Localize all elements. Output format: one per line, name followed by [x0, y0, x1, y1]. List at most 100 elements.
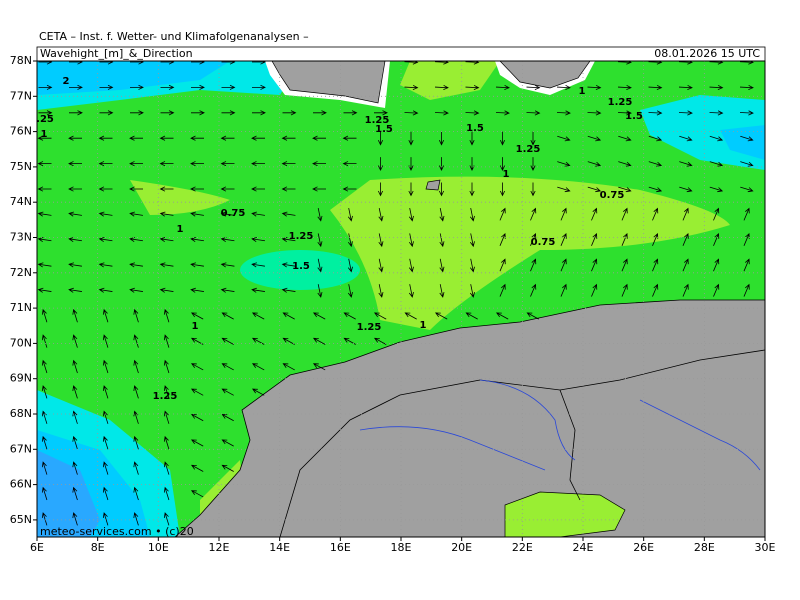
direction-arrow	[37, 161, 52, 167]
direction-arrow	[499, 283, 506, 297]
direction-arrow	[129, 211, 143, 217]
direction-arrow	[709, 161, 724, 167]
direction-arrow	[102, 486, 109, 501]
direction-arrow	[163, 334, 170, 348]
direction-arrows	[37, 61, 754, 526]
direction-arrow	[221, 363, 234, 371]
direction-arrow	[251, 211, 265, 217]
direction-arrow	[621, 258, 628, 272]
direction-arrow	[69, 61, 83, 65]
direction-arrow	[37, 186, 52, 192]
direction-arrow	[130, 110, 144, 116]
direction-arrow	[220, 211, 235, 217]
direction-arrow	[377, 182, 384, 197]
direction-arrow	[709, 61, 724, 65]
direction-arrow	[560, 232, 567, 246]
direction-arrow	[191, 61, 205, 65]
direction-arrow	[281, 161, 296, 167]
direction-arrow	[133, 334, 139, 348]
direction-arrow	[281, 135, 296, 141]
direction-arrow	[159, 236, 174, 242]
direction-arrow	[713, 207, 720, 221]
direction-arrow	[469, 207, 475, 222]
contour-label: 1	[177, 224, 184, 235]
direction-arrow	[591, 283, 598, 297]
direction-arrow	[499, 182, 506, 197]
direction-arrow	[617, 61, 632, 65]
direction-arrow	[102, 385, 109, 399]
direction-arrow	[129, 135, 143, 141]
direction-arrow	[617, 84, 632, 91]
direction-arrow	[556, 110, 571, 116]
direction-arrow	[133, 359, 139, 374]
direction-arrow	[682, 232, 689, 246]
contour-label: 1.25	[289, 231, 314, 242]
direction-arrow	[378, 233, 384, 248]
direction-arrow	[163, 486, 170, 501]
direction-arrow	[251, 161, 265, 167]
direction-arrow	[133, 512, 139, 526]
direction-arrow	[72, 486, 78, 501]
direction-arrow	[312, 363, 326, 371]
contour-label: 2	[63, 76, 70, 87]
direction-arrow	[38, 84, 53, 90]
lon-label: 28E	[694, 541, 715, 554]
direction-arrow	[130, 84, 144, 90]
direction-arrow	[530, 207, 537, 221]
direction-arrow	[220, 262, 235, 268]
direction-arrow	[526, 110, 541, 116]
direction-arrow	[709, 84, 724, 91]
direction-arrow	[557, 186, 571, 193]
contour-label: 1.25	[365, 115, 390, 126]
direction-arrow	[591, 258, 598, 272]
direction-arrow	[740, 135, 754, 142]
direction-arrow	[38, 110, 53, 116]
direction-arrow	[251, 287, 265, 293]
contour-label: 1	[503, 169, 510, 180]
contour-label: 1.5	[466, 123, 484, 134]
contour-label: 1	[192, 321, 199, 332]
direction-arrow	[41, 334, 48, 348]
direction-arrow	[587, 186, 602, 193]
direction-arrow	[282, 312, 295, 320]
direction-arrow	[220, 161, 235, 167]
direction-arrow	[499, 131, 506, 146]
lon-label: 26E	[633, 541, 654, 554]
direction-arrow	[465, 312, 478, 320]
contour-label: 1.25	[357, 322, 382, 333]
direction-arrow	[190, 135, 204, 141]
direction-arrow	[499, 207, 506, 221]
direction-arrow	[221, 439, 234, 447]
direction-arrow	[98, 236, 113, 242]
direction-arrow	[220, 186, 235, 192]
direction-arrow	[648, 135, 663, 142]
direction-arrow	[740, 161, 754, 167]
direction-arrow	[252, 84, 266, 90]
direction-arrow	[682, 283, 689, 297]
direction-arrow	[434, 312, 448, 320]
lon-label: 18E	[391, 541, 412, 554]
contour-label: 0.75	[221, 208, 246, 219]
direction-arrow	[159, 186, 174, 192]
direction-arrow	[342, 135, 357, 141]
direction-arrow	[221, 84, 236, 90]
direction-arrow	[404, 110, 419, 116]
direction-arrow	[190, 186, 204, 192]
direction-arrow	[190, 312, 204, 320]
direction-arrow	[469, 233, 475, 248]
direction-arrow	[530, 157, 536, 172]
direction-arrow	[343, 110, 358, 116]
direction-arrow	[347, 207, 353, 222]
direction-arrow	[408, 258, 414, 273]
direction-arrow	[72, 410, 78, 424]
contour-label: 0.75	[531, 237, 556, 248]
direction-arrow	[191, 110, 205, 116]
direction-arrow	[68, 236, 82, 242]
direction-arrow	[68, 161, 82, 167]
lat-label: 69N	[10, 372, 32, 385]
direction-arrow	[98, 135, 113, 141]
direction-arrow	[99, 84, 114, 90]
direction-arrow	[159, 262, 174, 268]
lat-label: 73N	[10, 231, 32, 244]
direction-arrow	[434, 61, 449, 65]
